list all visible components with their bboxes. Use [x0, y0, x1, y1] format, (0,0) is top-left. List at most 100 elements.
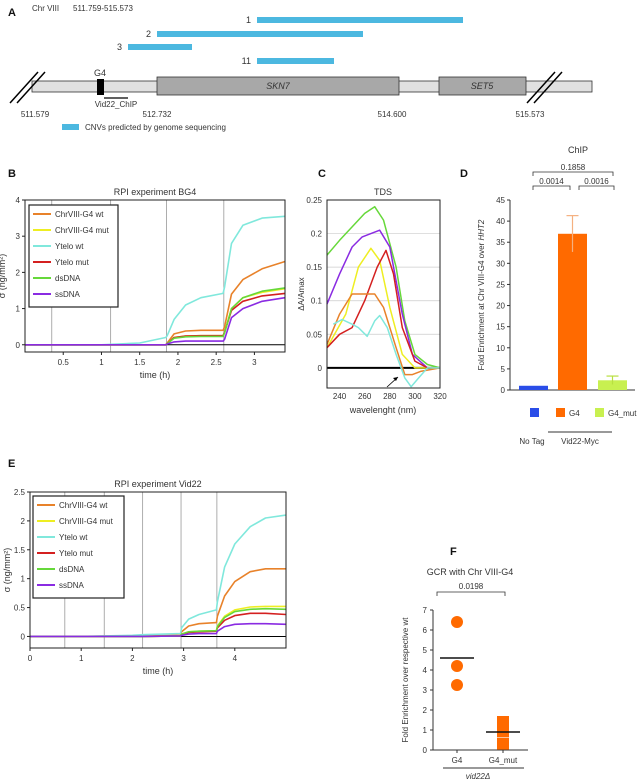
series-line-ytelo_mut [30, 612, 287, 638]
y-tick-label: 1 [16, 305, 21, 314]
legend-label: dsDNA [59, 565, 85, 574]
x-tick-label: 2.5 [211, 358, 223, 367]
panel-label-b: B [8, 168, 16, 180]
y-tick-label: 0.5 [14, 604, 26, 613]
plot-frame [29, 491, 287, 649]
data-point-g4 [451, 660, 463, 672]
legend-swatch-g4mut [595, 408, 604, 417]
series-line-ssDNA [326, 229, 440, 369]
data-point-g4-mut [497, 737, 509, 750]
cnv-label: 1 [246, 15, 251, 25]
y-tick-label: 2 [16, 268, 21, 277]
significance-bracket [532, 171, 614, 176]
p-value-label: 0.0016 [584, 177, 609, 186]
y-tick-label: 0.15 [306, 263, 322, 272]
y-tick-label: 0 [501, 386, 506, 395]
panel-label-c: C [318, 168, 326, 180]
x-tick-label: 260 [358, 392, 372, 401]
chip-label: Vid22_ChIP [95, 100, 138, 109]
legend-label: ChrVIII-G4 mut [55, 226, 110, 235]
cnv-bar [157, 31, 363, 37]
cnv-bar [257, 17, 463, 23]
legend-label: dsDNA [55, 274, 81, 283]
legend-label: Ytelo mut [59, 549, 94, 558]
arrow-head-icon [393, 377, 398, 381]
y-tick-label: 5 [423, 646, 428, 655]
y-tick-label: 1.5 [14, 546, 26, 555]
break-mark [16, 71, 46, 104]
x-axis-label: time (h) [140, 370, 171, 380]
panel-label-d: D [460, 168, 468, 180]
y-axis-label: σ (ng/mm²) [2, 548, 12, 593]
x-axis-label: wavelenght (nm) [349, 405, 417, 415]
y-tick-label: 35 [496, 238, 505, 247]
legend-box [28, 204, 119, 308]
series-line-chr_mut [30, 605, 286, 638]
chart-title: ChIP [568, 145, 588, 155]
legend-label: CNVs predicted by genome sequencing [85, 123, 226, 132]
legend-label: Ytelo wt [59, 533, 88, 542]
coordinate-label: 515.573 [516, 110, 545, 119]
legend-label: ssDNA [55, 290, 81, 299]
y-tick-label: 20 [496, 302, 505, 311]
x-tick-label: 300 [408, 392, 422, 401]
plot-frame [24, 199, 286, 353]
y-tick-label: 4 [423, 666, 428, 675]
g4-marker [97, 79, 104, 95]
series-line-dsDNA [30, 607, 287, 638]
x-tick-label: G4 [452, 756, 463, 765]
x-tick-label: 1 [99, 358, 104, 367]
gene-label: SKN7 [266, 81, 291, 91]
p-value-label: 0.0198 [459, 582, 484, 591]
legend-label: G4 [569, 409, 580, 418]
y-tick-label: 1 [21, 575, 26, 584]
series-line-ytelo_wt [332, 314, 440, 388]
g4-label: G4 [94, 68, 106, 78]
x-tick-label: 240 [333, 392, 347, 401]
legend-box [32, 495, 125, 599]
x-tick-label: 2 [130, 654, 135, 663]
y-tick-label: 40 [496, 217, 505, 226]
y-tick-label: 30 [496, 259, 505, 268]
y-tick-label: 0 [21, 632, 26, 641]
y-tick-label: 0 [318, 364, 323, 373]
legend-label: ChrVIII-G4 wt [59, 501, 108, 510]
break-mark [526, 71, 556, 104]
y-tick-label: 1 [423, 726, 428, 735]
y-tick-label: 0 [16, 341, 21, 350]
data-point-g4-mut [497, 725, 509, 737]
legend-label: G4_mut [608, 409, 637, 418]
x-tick-label: 0 [28, 654, 33, 663]
x-tick-label: 280 [383, 392, 397, 401]
chart-title: RPI experiment Vid22 [114, 479, 201, 489]
series-line-ssDNA [30, 622, 287, 638]
group-label: vid22Δ [466, 772, 491, 781]
y-tick-label: 2 [423, 706, 428, 715]
cnv-label: 2 [146, 29, 151, 39]
y-tick-label: 45 [496, 196, 505, 205]
series-line-dsDNA [326, 205, 441, 369]
x-tick-label: G4_mut [489, 756, 518, 765]
legend-label: Ytelo wt [55, 242, 84, 251]
cnv-bar [257, 58, 334, 64]
y-tick-label: 2.5 [14, 488, 26, 497]
y-tick-label: 5 [501, 365, 506, 374]
y-tick-label: 15 [496, 323, 505, 332]
cnv-label: 11 [242, 56, 251, 66]
p-value-label: 0.0014 [539, 177, 564, 186]
y-tick-label: 0.25 [306, 196, 322, 205]
data-point-g4 [451, 679, 463, 691]
legend-label: ssDNA [59, 581, 85, 590]
x-tick-label: 4 [233, 654, 238, 663]
x-tick-label: 2 [176, 358, 181, 367]
series-line-ssDNA [25, 296, 286, 346]
break-mark [9, 71, 39, 104]
x-tick-label: 0.5 [58, 358, 70, 367]
y-axis-label: ΔA/Amax [297, 277, 306, 310]
panel-label-e: E [8, 458, 15, 470]
bar-g4 [558, 233, 587, 390]
y-tick-label: 2 [21, 517, 26, 526]
y-tick-label: 3 [423, 686, 428, 695]
y-tick-label: 3 [16, 232, 21, 241]
